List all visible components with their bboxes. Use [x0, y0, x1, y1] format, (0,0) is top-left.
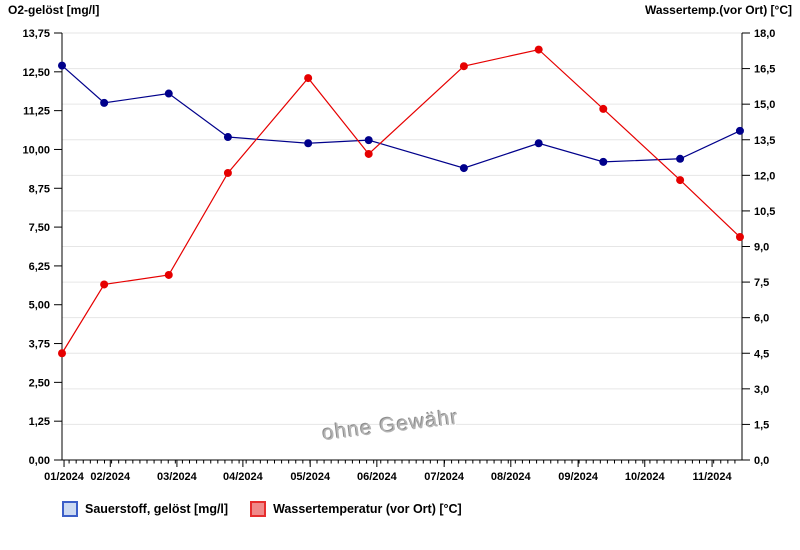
series-point-sauerstoff [100, 98, 109, 107]
y-tick-label-right: 18,0 [754, 28, 775, 40]
y-tick-label-left: 13,75 [22, 28, 50, 40]
series-point-wassertemperatur [304, 74, 313, 83]
y-tick-label-right: 12,0 [754, 170, 775, 182]
y-tick-label-left: 10,00 [22, 144, 50, 156]
x-tick-label: 04/2024 [223, 471, 264, 483]
y-tick-label-left: 2,50 [29, 377, 50, 389]
y-tick-label-right: 13,5 [754, 135, 775, 147]
series-point-sauerstoff [304, 139, 313, 148]
x-tick-label: 06/2024 [357, 471, 398, 483]
x-tick-label: 05/2024 [290, 471, 331, 483]
series-point-wassertemperatur [223, 168, 232, 177]
series-point-sauerstoff [164, 89, 173, 98]
series-point-wassertemperatur [364, 149, 373, 158]
y-tick-label-right: 9,0 [754, 242, 769, 254]
y-tick-label-right: 3,0 [754, 384, 769, 396]
series-point-wassertemperatur [735, 233, 744, 242]
series-point-sauerstoff [676, 154, 685, 163]
series-point-sauerstoff [599, 157, 608, 166]
right-axis-title: Wassertemp.(vor Ort) [°C] [644, 3, 792, 17]
series-point-wassertemperatur [58, 349, 66, 358]
series-point-sauerstoff [364, 136, 373, 145]
series-line-sauerstoff [61, 65, 741, 169]
x-tick-label: 03/2024 [157, 471, 198, 483]
series-point-sauerstoff [459, 164, 468, 173]
series-point-wassertemperatur [164, 270, 173, 279]
y-tick-label-left: 12,50 [22, 67, 50, 79]
y-tick-label-right: 16,5 [754, 64, 775, 76]
x-tick-label: 02/2024 [90, 471, 131, 483]
legend-item-sauerstoff: Sauerstoff, gelöst [mg/l] [62, 501, 228, 517]
x-tick-label: 01/2024 [44, 471, 85, 483]
legend-swatch-wassertemperatur-icon [250, 501, 267, 517]
y-tick-label-left: 1,25 [29, 416, 50, 428]
legend: Sauerstoff, gelöst [mg/l] Wassertemperat… [62, 501, 462, 517]
series-point-sauerstoff [735, 126, 744, 135]
x-tick-label: 08/2024 [491, 471, 532, 483]
y-tick-label-right: 7,5 [754, 277, 769, 289]
legend-swatch-sauerstoff-icon [62, 501, 78, 517]
legend-item-wassertemperatur: Wassertemperatur (vor Ort) [°C] [250, 501, 462, 517]
y-tick-label-left: 3,75 [29, 339, 50, 351]
series-line-wassertemperatur [61, 48, 741, 354]
y-tick-label-right: 10,5 [754, 206, 775, 218]
series-point-sauerstoff [534, 139, 543, 148]
y-tick-label-right: 1,5 [754, 419, 769, 431]
y-tick-label-left: 11,25 [23, 106, 50, 118]
series-point-wassertemperatur [459, 62, 468, 71]
y-tick-label-left: 0,00 [29, 455, 50, 467]
y-tick-label-left: 5,00 [29, 300, 50, 312]
series-point-wassertemperatur [534, 45, 543, 54]
series-point-sauerstoff [223, 133, 232, 142]
series-point-wassertemperatur [676, 176, 685, 185]
y-tick-label-right: 6,0 [754, 313, 769, 325]
left-axis-title: O2-gelöst [mg/l] [8, 3, 100, 17]
y-tick-label-left: 7,50 [29, 222, 50, 234]
x-tick-label: 09/2024 [558, 471, 599, 483]
y-tick-label-right: 0,0 [754, 455, 769, 467]
y-tick-label-right: 4,5 [754, 348, 769, 360]
legend-label-wassertemperatur: Wassertemperatur (vor Ort) [°C] [273, 502, 462, 516]
x-tick-label: 10/2024 [625, 471, 666, 483]
y-tick-label-right: 15,0 [754, 99, 775, 111]
series-point-sauerstoff [58, 61, 66, 70]
series-point-wassertemperatur [100, 280, 109, 289]
x-tick-label: 07/2024 [424, 471, 465, 483]
y-tick-label-left: 6,25 [29, 261, 50, 273]
x-tick-label: 11/2024 [693, 471, 733, 483]
series-point-wassertemperatur [599, 104, 608, 113]
y-tick-label-left: 8,75 [29, 183, 50, 195]
legend-label-sauerstoff: Sauerstoff, gelöst [mg/l] [85, 502, 229, 516]
